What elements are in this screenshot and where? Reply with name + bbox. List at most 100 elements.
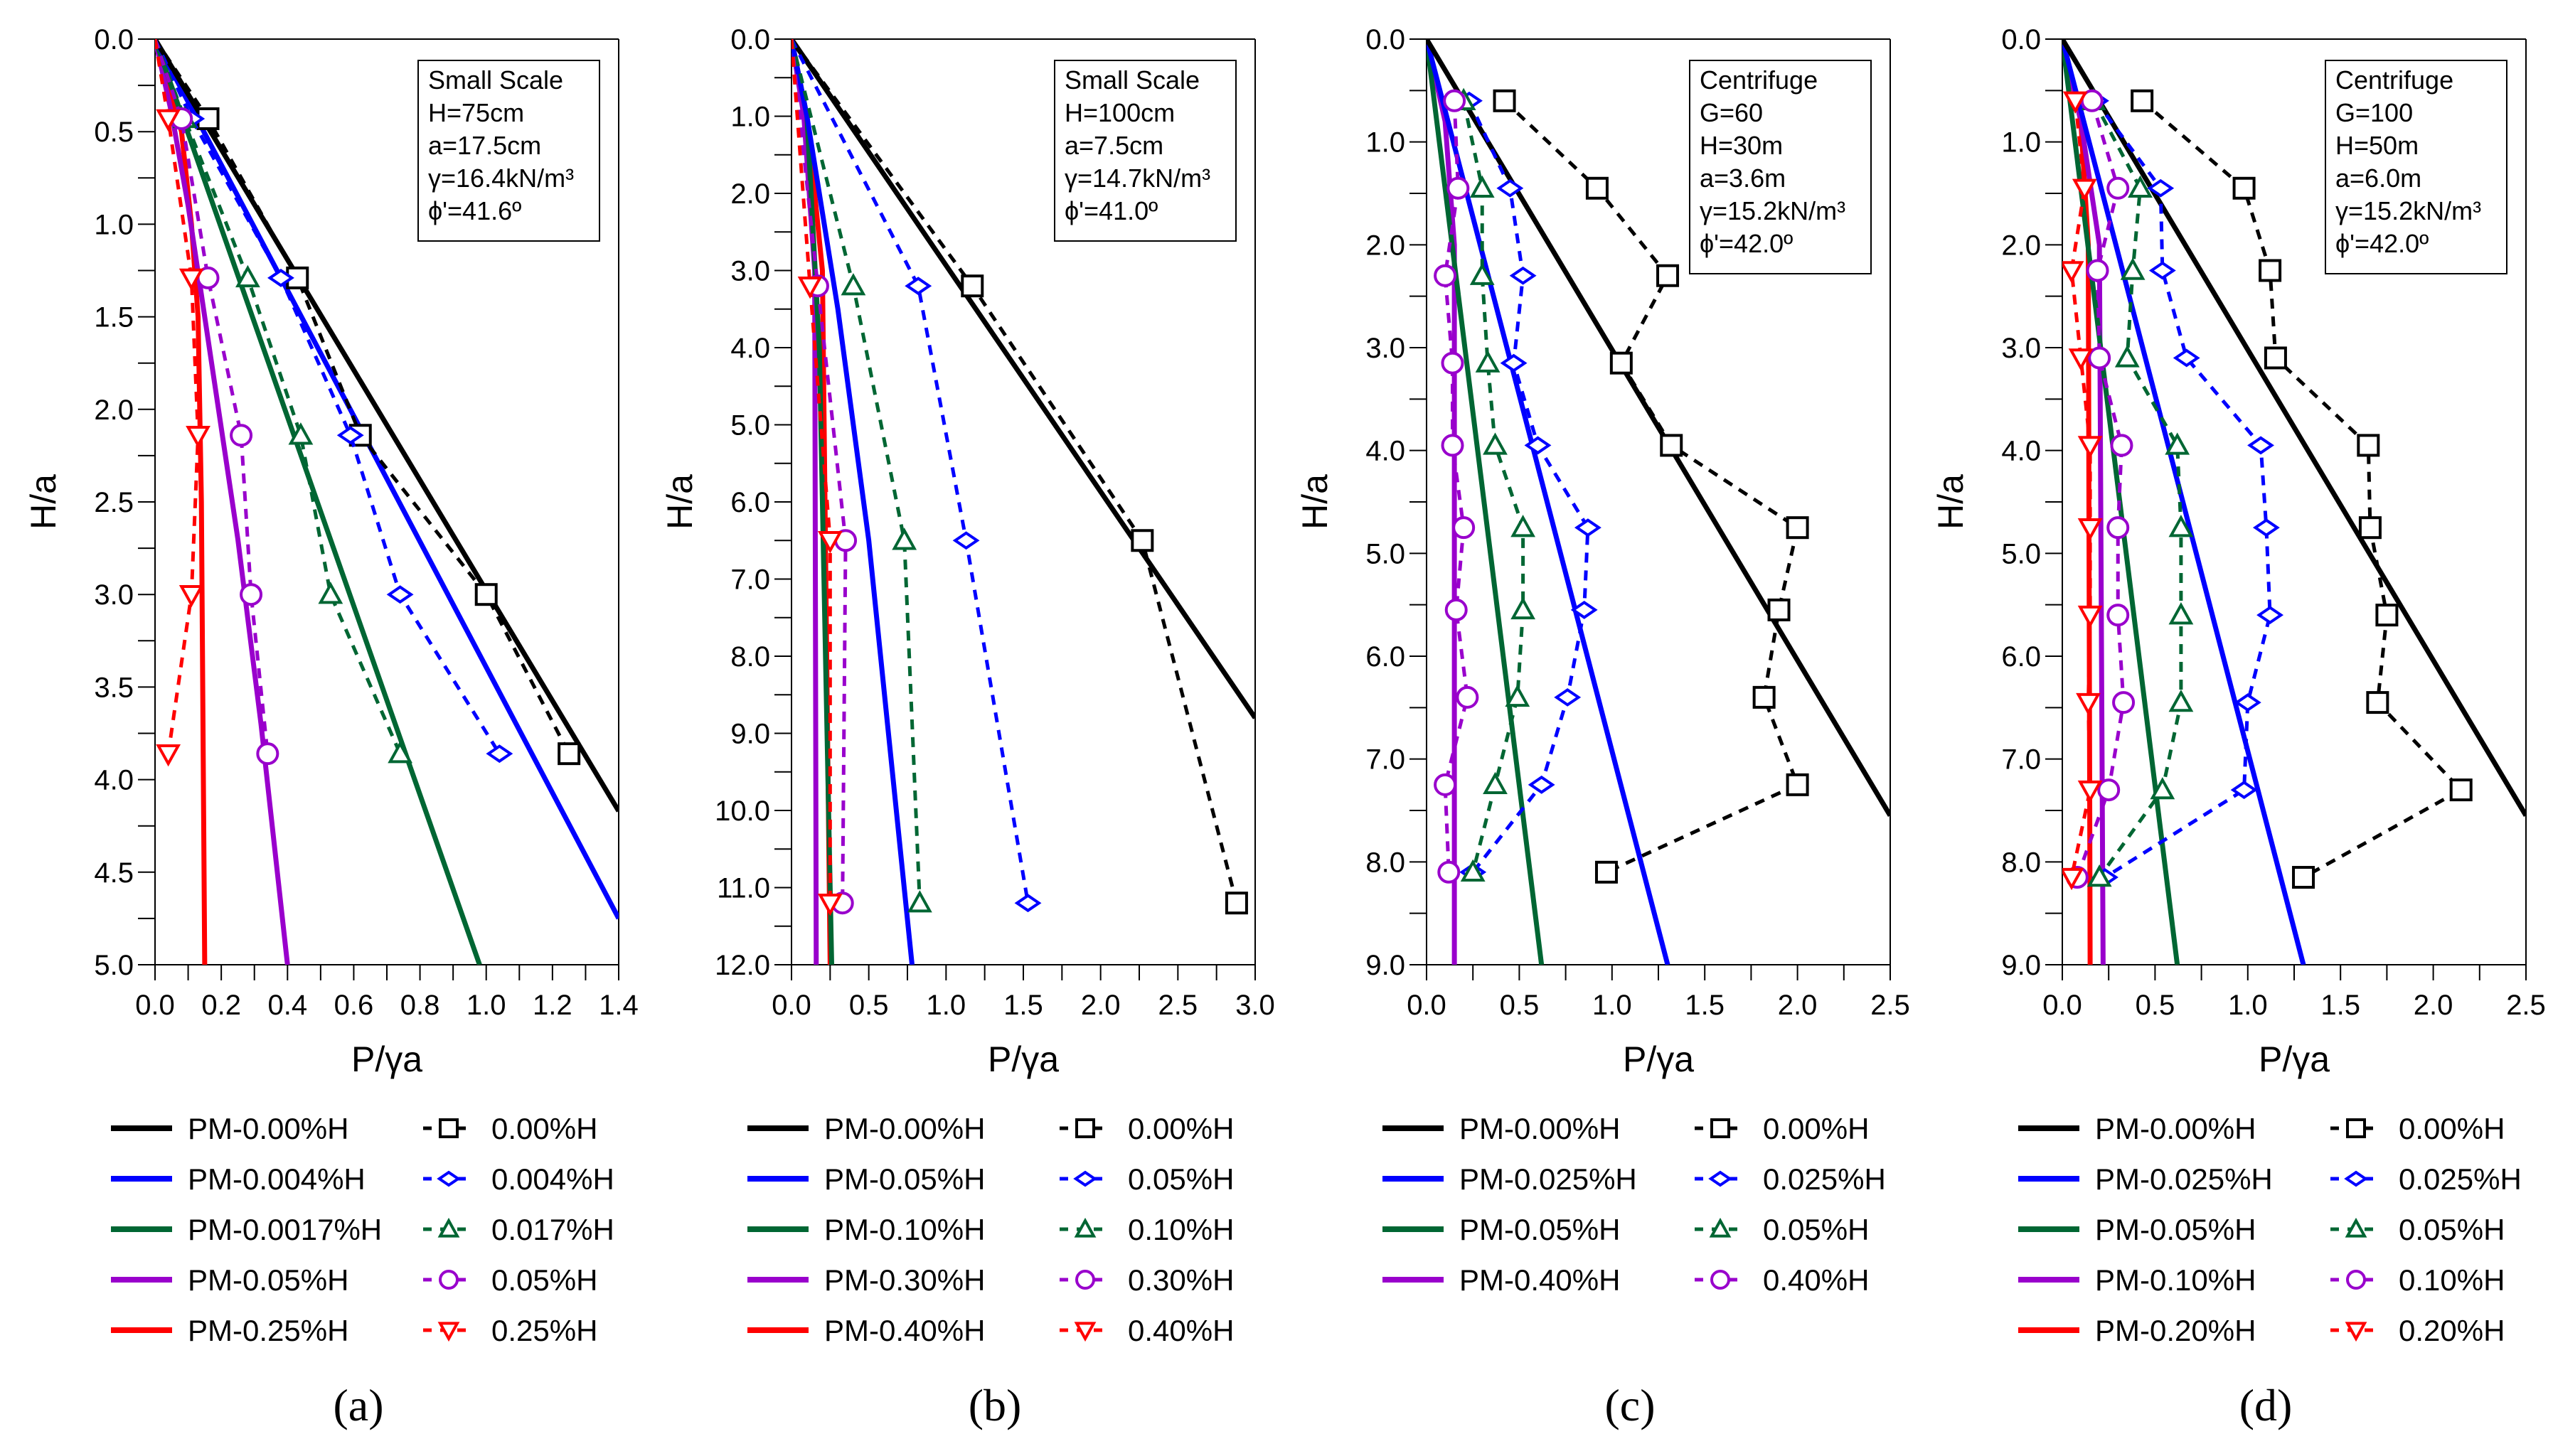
legend-label: 0.10%H [1128, 1213, 1234, 1246]
x-tick-label: 1.0 [2228, 990, 2268, 1021]
square-marker [1585, 176, 1609, 200]
triangle-up-marker [1510, 515, 1536, 537]
info-line: Centrifuge [2335, 65, 2453, 95]
diamond-marker [2344, 1170, 2368, 1187]
triangle-up-marker [235, 264, 260, 288]
exp-line-0.30%H [792, 39, 848, 904]
y-tick-label: 0.0 [730, 24, 770, 55]
y-axis-title: H/a [1295, 474, 1335, 530]
exp-line-0.40%H [1443, 100, 1469, 872]
legend-label: PM-0.004%H [188, 1162, 366, 1196]
legend-label: 0.10%H [2399, 1263, 2505, 1297]
y-tick-label: 9.0 [1365, 950, 1405, 981]
circle-marker [1443, 89, 1466, 112]
y-axis-title: H/a [1931, 474, 1971, 530]
x-tick-label: 1.0 [467, 990, 506, 1021]
circle-marker [1441, 351, 1464, 375]
diamond-marker [437, 1170, 461, 1187]
triangle-down-marker [2345, 1322, 2367, 1342]
triangle-down-marker [437, 1322, 460, 1342]
triangle-up-marker [1469, 175, 1495, 198]
pm-line-PM-0.00%H [792, 39, 1255, 719]
x-axis-title: P/γa [1623, 1039, 1694, 1079]
x-tick-label: 1.5 [1003, 990, 1043, 1021]
legend-label: 0.05%H [1763, 1213, 1869, 1246]
legend-label: 0.025%H [1763, 1162, 1886, 1196]
triangle-up-marker [1460, 859, 1486, 882]
triangle-down-marker [2072, 178, 2097, 201]
circle-marker [1434, 264, 1457, 287]
plot-area [155, 39, 619, 965]
square-marker [1131, 529, 1154, 552]
exp-line-0.025%H [2094, 100, 2272, 879]
x-tick-label: 0.5 [849, 990, 889, 1021]
triangle-up-marker [892, 528, 917, 550]
square-marker [1786, 516, 1809, 540]
plot-area [2062, 39, 2526, 965]
x-tick-label: 1.4 [599, 990, 639, 1021]
y-axis-title: H/a [660, 474, 700, 530]
exp-line-0.05%H [2092, 100, 2183, 879]
square-marker [1767, 598, 1791, 621]
y-tick-label: 5.0 [730, 410, 770, 441]
y-tick-label: 0.0 [2001, 24, 2041, 55]
y-tick-label: 3.0 [94, 579, 134, 611]
y-tick-label: 6.0 [730, 487, 770, 518]
exp-line-0.10%H [2075, 100, 2126, 878]
y-tick-label: 2.0 [730, 178, 770, 210]
y-tick-label: 7.0 [1365, 744, 1405, 776]
legend-label: 0.05%H [491, 1263, 597, 1297]
triangle-down-marker [2062, 261, 2084, 284]
legend-label: 0.017%H [491, 1213, 614, 1246]
diamond-marker [1574, 518, 1601, 537]
x-tick-label: 1.5 [1685, 990, 1725, 1021]
y-tick-label: 1.0 [730, 102, 770, 133]
x-tick-label: 3.0 [1235, 990, 1275, 1021]
x-tick-label: 0.5 [1500, 990, 1540, 1021]
info-box [2325, 60, 2507, 274]
pm-line-PM-0.40%H [1427, 39, 1457, 965]
exp-line-0.25%H [155, 39, 201, 754]
circle-marker [1456, 685, 1479, 709]
legend-label: PM-0.10%H [2095, 1263, 2256, 1297]
triangle-up-marker [1475, 350, 1501, 373]
chart-panel-d: 0.01.02.03.04.05.06.07.08.09.00.0 0.5 1.0 1… [1931, 24, 2546, 1430]
exp-line-0.05%H [792, 39, 1030, 904]
info-line: H=30m [1700, 131, 1783, 160]
diamond-marker [267, 268, 294, 287]
circle-marker [1444, 598, 1468, 621]
y-tick-label: 4.0 [1365, 436, 1405, 467]
square-marker [2357, 434, 2380, 457]
x-tick-label: 0.8 [400, 990, 440, 1021]
diamond-marker [1509, 266, 1537, 285]
diamond-marker [1554, 687, 1582, 707]
triangle-down-marker [2062, 91, 2088, 114]
x-tick-label: 1.5 [2320, 990, 2360, 1021]
square-marker [1075, 1118, 1095, 1138]
x-tick-label: 1.0 [1592, 990, 1632, 1021]
diamond-marker [2148, 261, 2176, 280]
info-line: γ=15.2kN/m³ [1700, 196, 1845, 225]
pm-line-PM-0.05%H [155, 39, 290, 965]
legend-label: PM-0.05%H [824, 1162, 985, 1196]
diamond-marker [1708, 1170, 1732, 1187]
square-marker [1710, 1118, 1730, 1138]
legend-label: PM-0.25%H [188, 1314, 348, 1347]
y-tick-label: 2.0 [94, 395, 134, 426]
x-axis-title: P/γa [988, 1039, 1059, 1079]
triangle-up-marker [841, 273, 866, 296]
y-tick-label: 7.0 [2001, 744, 2041, 776]
triangle-up-marker [907, 890, 932, 913]
diamond-marker [2252, 518, 2280, 537]
legend-label: PM-0.30%H [824, 1263, 985, 1297]
triangle-up-marker [2114, 345, 2140, 368]
diamond-marker [952, 531, 980, 550]
x-tick-label: 0.6 [334, 990, 374, 1021]
legend-label: PM-0.05%H [2095, 1213, 2256, 1246]
triangle-up-marker [1483, 771, 1508, 795]
circle-marker [2106, 516, 2130, 540]
circle-marker [1441, 434, 1464, 457]
triangle-up-marker [2168, 515, 2194, 537]
triangle-up-marker [2128, 175, 2153, 198]
info-line: ϕ'=41.6º [428, 196, 521, 225]
